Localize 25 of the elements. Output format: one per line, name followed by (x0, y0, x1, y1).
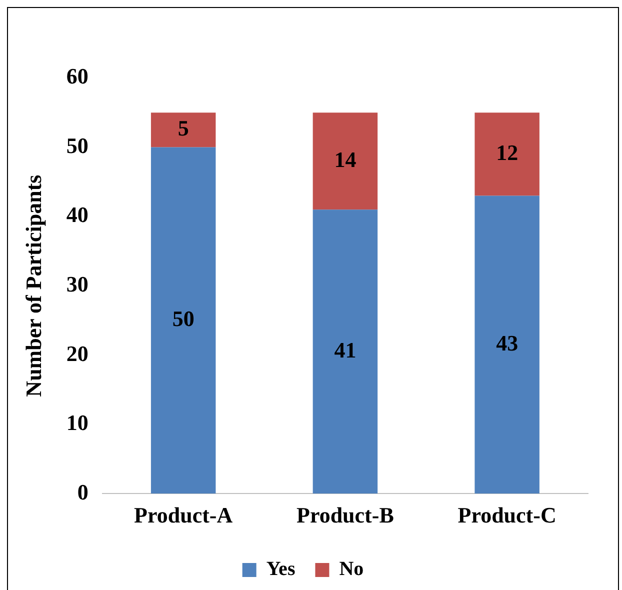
x-tick-label: Product-B (296, 502, 394, 528)
y-tick-label: 10 (66, 410, 88, 436)
legend-label: No (339, 558, 364, 580)
data-label: 14 (334, 146, 356, 172)
bar (474, 112, 540, 196)
y-tick-label: 0 (77, 479, 88, 504)
data-label: 41 (334, 337, 356, 362)
y-tick-label: 40 (66, 202, 88, 228)
bar (474, 196, 540, 494)
data-label: 50 (172, 306, 194, 332)
legend-label: Yes (266, 558, 296, 580)
data-label: 12 (496, 140, 518, 165)
bar (312, 210, 378, 494)
data-label: 43 (496, 330, 518, 356)
y-tick-label: 60 (66, 64, 88, 89)
bar (312, 112, 378, 210)
bar (150, 112, 216, 148)
x-tick-label: Product-A (134, 502, 233, 528)
bar (150, 147, 216, 494)
y-tick-label: 50 (66, 132, 88, 158)
x-tick-label: Product-C (458, 502, 556, 528)
y-tick-label: 30 (66, 271, 88, 296)
y-axis-title: Number of Participants (20, 174, 46, 397)
y-tick-label: 20 (66, 340, 88, 366)
data-label: 5 (178, 116, 189, 141)
